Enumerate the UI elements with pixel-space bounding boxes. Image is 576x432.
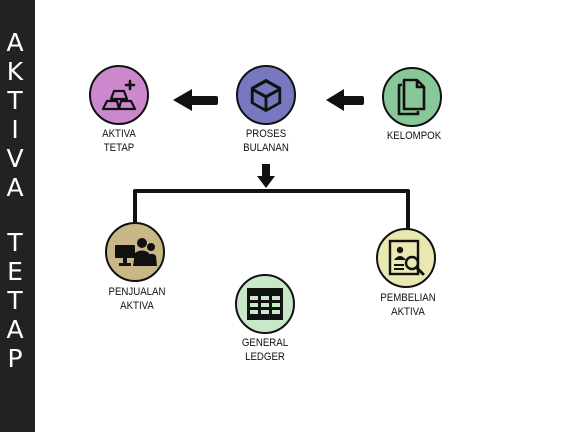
label-line: PEMBELIAN (380, 292, 436, 304)
documents-icon (397, 78, 426, 116)
sidebar-title-letter: A (6, 28, 24, 57)
node-kelompok[interactable] (382, 67, 442, 127)
sidebar-title-letter: I (11, 115, 19, 144)
sales-counter-icon (115, 238, 157, 266)
sidebar-title-letter: A (6, 315, 24, 344)
label-line: AKTIVA (120, 300, 154, 312)
arrow-down-icon (257, 164, 275, 188)
node-general-ledger[interactable] (235, 274, 295, 334)
sidebar-title-letter: V (6, 144, 24, 173)
node-label-pembelian-aktiva: PEMBELIAN AKTIVA (373, 291, 443, 319)
node-aktiva-tetap[interactable] (89, 65, 149, 125)
sidebar-title-letter: T (7, 286, 23, 315)
node-label-proses-bulanan: PROSES BULANAN (234, 127, 297, 155)
node-label-aktiva-tetap: AKTIVA TETAP (93, 127, 146, 155)
node-pembelian-aktiva[interactable] (376, 228, 436, 288)
cube-icon (250, 78, 282, 113)
sidebar: A K T I V A T E T A P (0, 0, 35, 432)
gold-bars-icon (101, 79, 137, 111)
sidebar-title-letter: T (7, 228, 23, 257)
ledger-grid-icon (247, 288, 283, 320)
document-search-icon (388, 239, 425, 276)
sidebar-title-letter: P (7, 344, 23, 373)
branch-line (133, 189, 410, 230)
label-line: PROSES (245, 128, 287, 140)
label-line: AKTIVA (102, 128, 136, 140)
arrow-left-icon (173, 89, 218, 111)
sidebar-title-letter: T (7, 86, 23, 115)
label-line: PENJUALAN (108, 286, 166, 298)
label-line: KELOMPOK (386, 130, 442, 142)
node-label-kelompok: KELOMPOK (382, 129, 445, 143)
node-label-general-ledger: GENERAL LEDGER (233, 336, 296, 364)
label-line: GENERAL (241, 337, 289, 349)
node-label-penjualan-aktiva: PENJUALAN AKTIVA (102, 285, 172, 313)
label-line: BULANAN (243, 142, 289, 154)
node-proses-bulanan[interactable] (236, 65, 296, 125)
label-line: LEDGER (245, 351, 285, 363)
arrow-left-icon (326, 89, 364, 111)
label-line: TETAP (103, 142, 135, 154)
sidebar-title-letter: E (7, 257, 23, 286)
sidebar-title-letter: A (6, 173, 24, 202)
node-penjualan-aktiva[interactable] (105, 222, 165, 282)
sidebar-title-letter: K (6, 57, 24, 86)
label-line: AKTIVA (391, 306, 425, 318)
